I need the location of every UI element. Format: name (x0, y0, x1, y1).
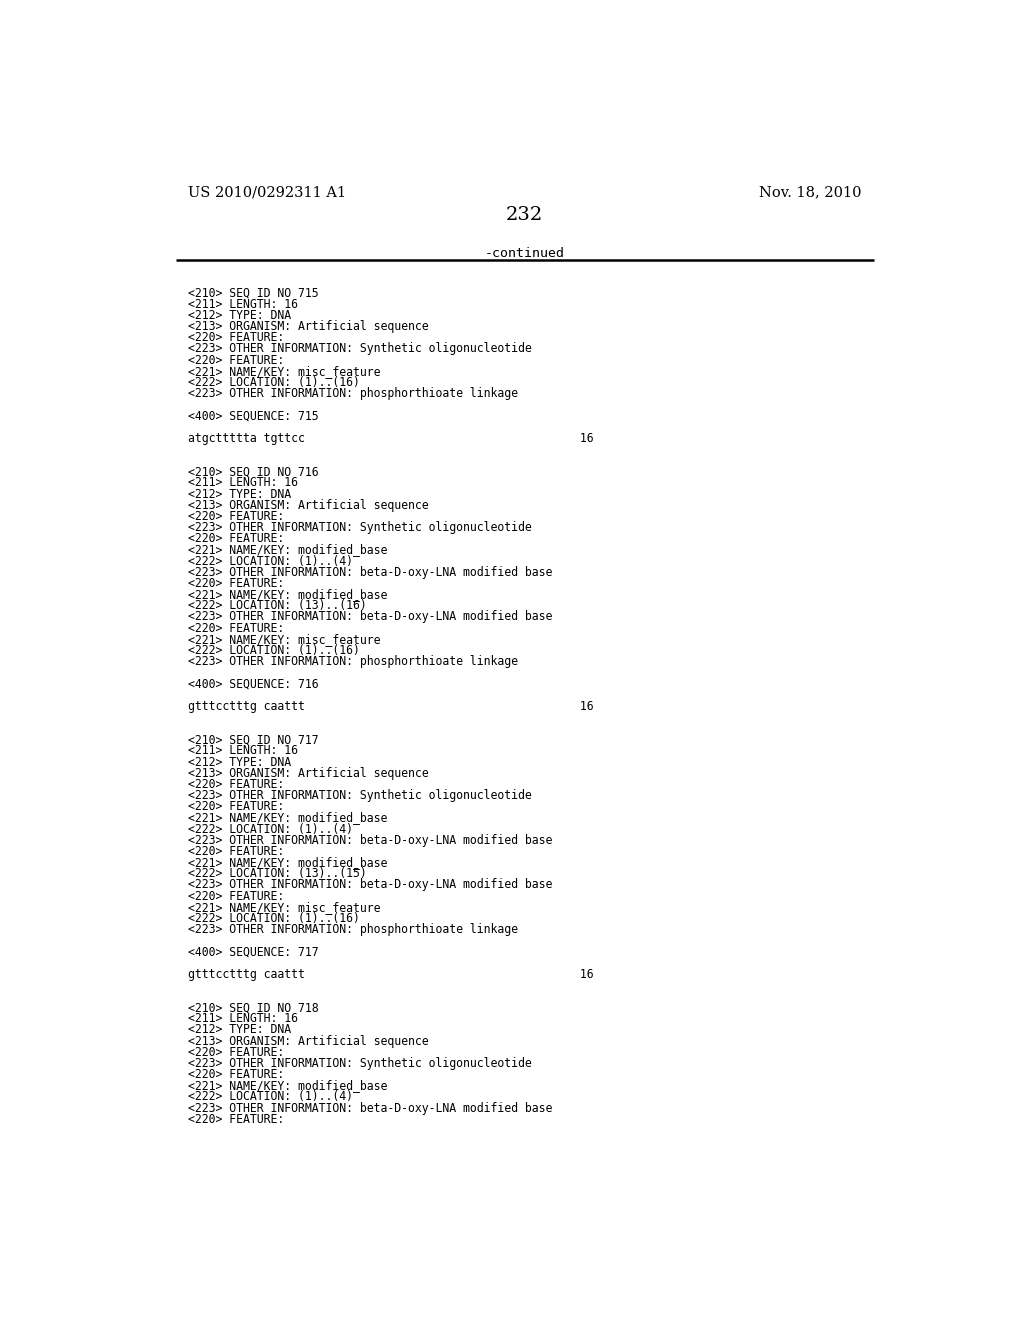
Text: <211> LENGTH: 16: <211> LENGTH: 16 (188, 298, 298, 310)
Text: gtttcctttg caattt                                        16: gtttcctttg caattt 16 (188, 968, 594, 981)
Text: <223> OTHER INFORMATION: beta-D-oxy-LNA modified base: <223> OTHER INFORMATION: beta-D-oxy-LNA … (188, 1102, 553, 1114)
Text: <222> LOCATION: (1)..(4): <222> LOCATION: (1)..(4) (188, 1090, 353, 1104)
Text: <222> LOCATION: (13)..(16): <222> LOCATION: (13)..(16) (188, 599, 368, 612)
Text: <223> OTHER INFORMATION: Synthetic oligonucleotide: <223> OTHER INFORMATION: Synthetic oligo… (188, 1057, 532, 1071)
Text: <222> LOCATION: (1)..(4): <222> LOCATION: (1)..(4) (188, 822, 353, 836)
Text: <220> FEATURE:: <220> FEATURE: (188, 532, 285, 545)
Text: -continued: -continued (484, 247, 565, 260)
Text: <213> ORGANISM: Artificial sequence: <213> ORGANISM: Artificial sequence (188, 499, 429, 512)
Text: <221> NAME/KEY: modified_base: <221> NAME/KEY: modified_base (188, 812, 388, 825)
Text: <212> TYPE: DNA: <212> TYPE: DNA (188, 309, 292, 322)
Text: <221> NAME/KEY: misc_feature: <221> NAME/KEY: misc_feature (188, 632, 381, 645)
Text: <212> TYPE: DNA: <212> TYPE: DNA (188, 1023, 292, 1036)
Text: <222> LOCATION: (1)..(16): <222> LOCATION: (1)..(16) (188, 376, 360, 389)
Text: <223> OTHER INFORMATION: Synthetic oligonucleotide: <223> OTHER INFORMATION: Synthetic oligo… (188, 789, 532, 803)
Text: <210> SEQ ID NO 715: <210> SEQ ID NO 715 (188, 286, 319, 300)
Text: <211> LENGTH: 16: <211> LENGTH: 16 (188, 1012, 298, 1026)
Text: <220> FEATURE:: <220> FEATURE: (188, 1045, 285, 1059)
Text: <220> FEATURE:: <220> FEATURE: (188, 354, 285, 367)
Text: <223> OTHER INFORMATION: beta-D-oxy-LNA modified base: <223> OTHER INFORMATION: beta-D-oxy-LNA … (188, 834, 553, 846)
Text: <213> ORGANISM: Artificial sequence: <213> ORGANISM: Artificial sequence (188, 1035, 429, 1048)
Text: <212> TYPE: DNA: <212> TYPE: DNA (188, 755, 292, 768)
Text: <220> FEATURE:: <220> FEATURE: (188, 577, 285, 590)
Text: <220> FEATURE:: <220> FEATURE: (188, 845, 285, 858)
Text: <220> FEATURE:: <220> FEATURE: (188, 800, 285, 813)
Text: <220> FEATURE:: <220> FEATURE: (188, 1068, 285, 1081)
Text: <400> SEQUENCE: 715: <400> SEQUENCE: 715 (188, 409, 319, 422)
Text: <222> LOCATION: (1)..(16): <222> LOCATION: (1)..(16) (188, 644, 360, 657)
Text: <220> FEATURE:: <220> FEATURE: (188, 510, 285, 523)
Text: <223> OTHER INFORMATION: beta-D-oxy-LNA modified base: <223> OTHER INFORMATION: beta-D-oxy-LNA … (188, 610, 553, 623)
Text: <223> OTHER INFORMATION: Synthetic oligonucleotide: <223> OTHER INFORMATION: Synthetic oligo… (188, 342, 532, 355)
Text: <222> LOCATION: (13)..(15): <222> LOCATION: (13)..(15) (188, 867, 368, 880)
Text: <223> OTHER INFORMATION: phosphorthioate linkage: <223> OTHER INFORMATION: phosphorthioate… (188, 387, 518, 400)
Text: gtttcctttg caattt                                        16: gtttcctttg caattt 16 (188, 700, 594, 713)
Text: <213> ORGANISM: Artificial sequence: <213> ORGANISM: Artificial sequence (188, 767, 429, 780)
Text: <221> NAME/KEY: misc_feature: <221> NAME/KEY: misc_feature (188, 364, 381, 378)
Text: <221> NAME/KEY: modified_base: <221> NAME/KEY: modified_base (188, 857, 388, 869)
Text: <222> LOCATION: (1)..(4): <222> LOCATION: (1)..(4) (188, 554, 353, 568)
Text: <221> NAME/KEY: modified_base: <221> NAME/KEY: modified_base (188, 1080, 388, 1093)
Text: Nov. 18, 2010: Nov. 18, 2010 (759, 185, 861, 199)
Text: <400> SEQUENCE: 716: <400> SEQUENCE: 716 (188, 677, 319, 690)
Text: atgcttttta tgttcc                                        16: atgcttttta tgttcc 16 (188, 432, 594, 445)
Text: <211> LENGTH: 16: <211> LENGTH: 16 (188, 744, 298, 758)
Text: <223> OTHER INFORMATION: phosphorthioate linkage: <223> OTHER INFORMATION: phosphorthioate… (188, 655, 518, 668)
Text: <220> FEATURE:: <220> FEATURE: (188, 331, 285, 345)
Text: <210> SEQ ID NO 716: <210> SEQ ID NO 716 (188, 465, 319, 478)
Text: <222> LOCATION: (1)..(16): <222> LOCATION: (1)..(16) (188, 912, 360, 925)
Text: <221> NAME/KEY: misc_feature: <221> NAME/KEY: misc_feature (188, 900, 381, 913)
Text: <223> OTHER INFORMATION: beta-D-oxy-LNA modified base: <223> OTHER INFORMATION: beta-D-oxy-LNA … (188, 566, 553, 578)
Text: <221> NAME/KEY: modified_base: <221> NAME/KEY: modified_base (188, 589, 388, 601)
Text: <212> TYPE: DNA: <212> TYPE: DNA (188, 487, 292, 500)
Text: <400> SEQUENCE: 717: <400> SEQUENCE: 717 (188, 945, 319, 958)
Text: <220> FEATURE:: <220> FEATURE: (188, 777, 285, 791)
Text: US 2010/0292311 A1: US 2010/0292311 A1 (188, 185, 346, 199)
Text: <213> ORGANISM: Artificial sequence: <213> ORGANISM: Artificial sequence (188, 321, 429, 333)
Text: <223> OTHER INFORMATION: Synthetic oligonucleotide: <223> OTHER INFORMATION: Synthetic oligo… (188, 521, 532, 535)
Text: <220> FEATURE:: <220> FEATURE: (188, 890, 285, 903)
Text: <210> SEQ ID NO 718: <210> SEQ ID NO 718 (188, 1001, 319, 1014)
Text: 232: 232 (506, 206, 544, 224)
Text: <210> SEQ ID NO 717: <210> SEQ ID NO 717 (188, 733, 319, 746)
Text: <221> NAME/KEY: modified_base: <221> NAME/KEY: modified_base (188, 544, 388, 557)
Text: <220> FEATURE:: <220> FEATURE: (188, 1113, 285, 1126)
Text: <211> LENGTH: 16: <211> LENGTH: 16 (188, 477, 298, 490)
Text: <223> OTHER INFORMATION: beta-D-oxy-LNA modified base: <223> OTHER INFORMATION: beta-D-oxy-LNA … (188, 878, 553, 891)
Text: <223> OTHER INFORMATION: phosphorthioate linkage: <223> OTHER INFORMATION: phosphorthioate… (188, 923, 518, 936)
Text: <220> FEATURE:: <220> FEATURE: (188, 622, 285, 635)
